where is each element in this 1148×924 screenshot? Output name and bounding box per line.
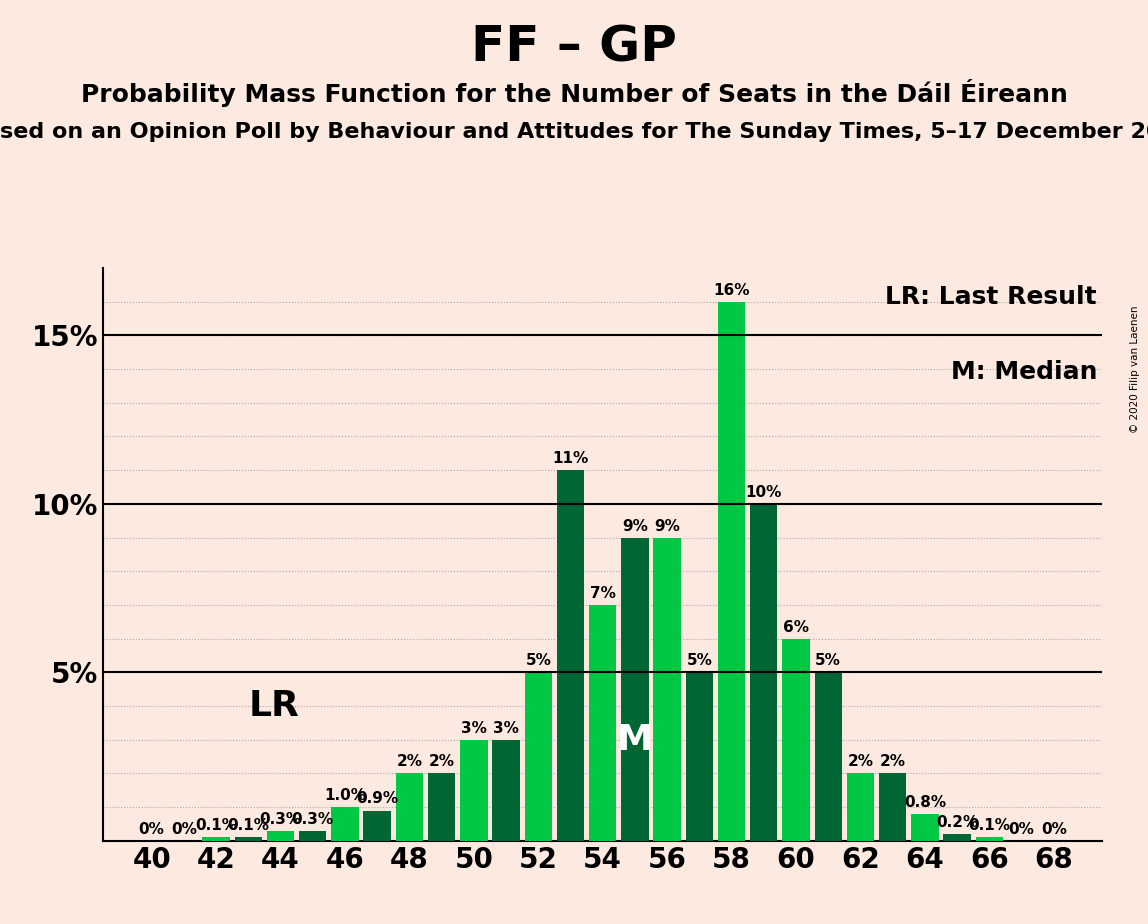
Bar: [428, 773, 456, 841]
Text: 2%: 2%: [428, 754, 455, 770]
Text: LR: LR: [249, 689, 300, 723]
Bar: [266, 831, 294, 841]
Bar: [685, 673, 713, 841]
Text: 0.3%: 0.3%: [259, 811, 302, 827]
Text: 0.1%: 0.1%: [227, 819, 270, 833]
Text: 1.0%: 1.0%: [324, 788, 366, 803]
Bar: [332, 808, 358, 841]
Text: 9%: 9%: [622, 518, 647, 533]
Bar: [202, 837, 230, 841]
Text: 11%: 11%: [552, 451, 589, 466]
Text: 0%: 0%: [139, 821, 164, 837]
Text: 0.2%: 0.2%: [936, 815, 978, 830]
Bar: [589, 605, 616, 841]
Bar: [364, 810, 390, 841]
Text: 7%: 7%: [590, 586, 615, 601]
Bar: [492, 740, 520, 841]
Bar: [525, 673, 552, 841]
Bar: [298, 831, 326, 841]
Text: M: Median: M: Median: [951, 359, 1097, 383]
Text: 6%: 6%: [783, 620, 809, 635]
Text: sed on an Opinion Poll by Behaviour and Attitudes for The Sunday Times, 5–17 Dec: sed on an Opinion Poll by Behaviour and …: [0, 122, 1148, 142]
Text: 9%: 9%: [654, 518, 680, 533]
Text: 0.9%: 0.9%: [356, 792, 398, 807]
Text: 5%: 5%: [687, 653, 712, 668]
Text: LR: Last Result: LR: Last Result: [885, 286, 1097, 310]
Bar: [557, 470, 584, 841]
Text: 2%: 2%: [396, 754, 422, 770]
Bar: [460, 740, 488, 841]
Bar: [944, 834, 971, 841]
Bar: [718, 301, 745, 841]
Bar: [912, 814, 939, 841]
Text: 10%: 10%: [745, 485, 782, 500]
Bar: [234, 837, 262, 841]
Bar: [653, 538, 681, 841]
Text: 0%: 0%: [171, 821, 196, 837]
Bar: [879, 773, 907, 841]
Bar: [396, 773, 424, 841]
Bar: [621, 538, 649, 841]
Text: 5%: 5%: [526, 653, 551, 668]
Text: FF – GP: FF – GP: [471, 23, 677, 71]
Text: 0%: 0%: [1041, 821, 1066, 837]
Text: Probability Mass Function for the Number of Seats in the Dáil Éireann: Probability Mass Function for the Number…: [80, 79, 1068, 106]
Bar: [750, 504, 777, 841]
Text: 0.1%: 0.1%: [968, 819, 1010, 833]
Text: 16%: 16%: [713, 283, 750, 298]
Text: 0%: 0%: [1009, 821, 1034, 837]
Bar: [976, 837, 1003, 841]
Text: © 2020 Filip van Laenen: © 2020 Filip van Laenen: [1130, 306, 1140, 433]
Text: 2%: 2%: [879, 754, 906, 770]
Bar: [847, 773, 874, 841]
Text: 3%: 3%: [494, 721, 519, 736]
Text: 0.8%: 0.8%: [903, 795, 946, 809]
Text: 2%: 2%: [847, 754, 874, 770]
Text: M: M: [616, 723, 653, 757]
Text: 5%: 5%: [815, 653, 841, 668]
Text: 3%: 3%: [460, 721, 487, 736]
Text: 0.3%: 0.3%: [292, 811, 334, 827]
Text: 0.1%: 0.1%: [195, 819, 238, 833]
Bar: [815, 673, 841, 841]
Bar: [782, 638, 809, 841]
